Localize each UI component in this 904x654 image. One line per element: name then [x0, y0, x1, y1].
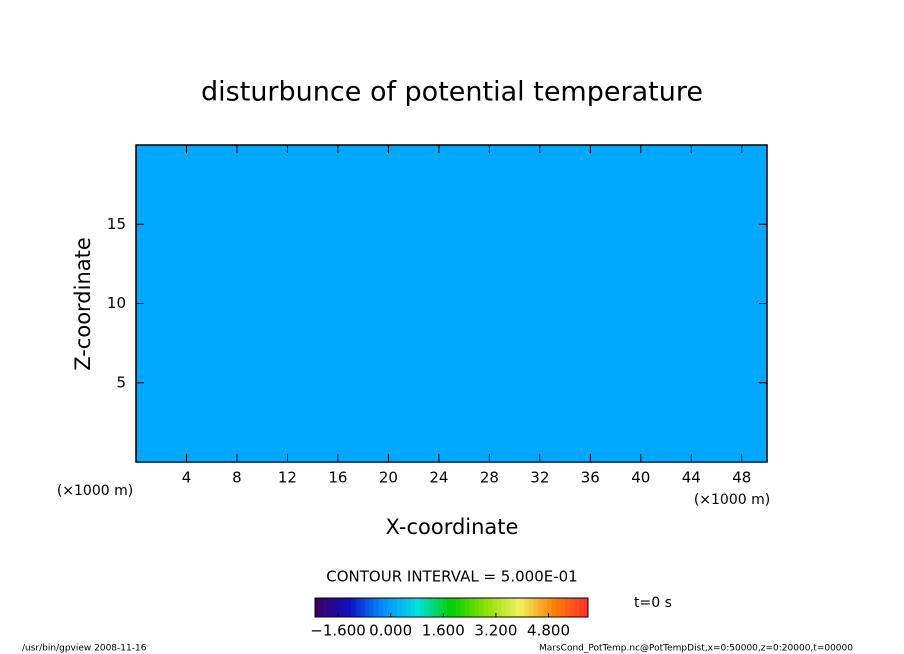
x-tick-label: 32 — [530, 469, 549, 487]
colorbar-cell — [419, 598, 425, 617]
colorbar-cell — [465, 598, 470, 617]
colorbar-cell — [319, 598, 325, 617]
colorbar-tick-label: 4.800 — [527, 622, 570, 640]
colorbar-cell — [428, 598, 434, 617]
colorbar-cell — [387, 598, 393, 617]
colorbar-cell — [433, 598, 439, 617]
colorbar-cell — [528, 598, 534, 617]
footer-left: /usr/bin/gpview 2008-11-16 — [22, 644, 147, 654]
colorbar-frame — [314, 597, 589, 618]
heatmap-cell — [136, 145, 767, 462]
y-unit: (×1000 m) — [57, 483, 133, 499]
colorbar-cell — [551, 598, 557, 617]
colorbar-cell — [374, 598, 379, 617]
colorbar-cell — [565, 598, 571, 617]
colorbar-cell — [533, 598, 539, 617]
y-tick-label: 10 — [107, 294, 126, 312]
colorbar-tick-label: 3.200 — [474, 622, 517, 640]
colorbar-tick-label: 0.000 — [369, 622, 412, 640]
colorbar-cell — [378, 598, 384, 617]
x-tick-label: 16 — [328, 469, 347, 487]
y-axis-label: Z-coordinate — [71, 237, 95, 371]
y-tick-label: 15 — [107, 215, 126, 233]
colorbar-cell — [328, 598, 334, 617]
colorbar-cell — [365, 598, 370, 617]
colorbar-tick-label: 1.600 — [422, 622, 465, 640]
colorbar-cell — [442, 598, 448, 617]
x-axis-label: X-coordinate — [386, 515, 519, 539]
colorbar-cell — [451, 598, 457, 617]
x-tick-label: 20 — [379, 469, 398, 487]
colorbar-cell — [342, 598, 348, 617]
x-tick-label: 36 — [581, 469, 600, 487]
colorbar-cell — [424, 598, 430, 617]
colorbar-cell — [560, 598, 566, 617]
colorbar-cell — [406, 598, 411, 617]
x-tick-label: 4 — [182, 469, 192, 487]
x-tick-label: 48 — [732, 469, 751, 487]
x-tick-label: 40 — [631, 469, 650, 487]
colorbar-cell — [510, 598, 516, 617]
colorbar-cell — [383, 598, 389, 617]
colorbar-cell — [410, 598, 416, 617]
colorbar-cell — [519, 598, 525, 617]
colorbar-cell — [401, 598, 407, 617]
colorbar-cell — [415, 598, 420, 617]
x-unit: (×1000 m) — [694, 492, 770, 508]
colorbar-cell — [360, 598, 366, 617]
y-tick-label: 5 — [116, 373, 126, 391]
colorbar-cell — [315, 598, 320, 617]
colorbar-cell — [324, 598, 329, 617]
colorbar-cell — [583, 598, 589, 617]
colorbar-cell — [369, 598, 375, 617]
colorbar-cell — [333, 598, 339, 617]
colorbar-cell — [487, 598, 493, 617]
x-tick-label: 28 — [480, 469, 499, 487]
time-label: t=0 s — [634, 595, 672, 611]
colorbar-cell — [469, 598, 475, 617]
colorbar-cell — [578, 598, 584, 617]
colorbar-cell — [478, 598, 484, 617]
colorbar-cell — [460, 598, 466, 617]
colorbar-cell — [501, 598, 507, 617]
colorbar-cell — [483, 598, 489, 617]
colorbar-cell — [506, 598, 511, 617]
colorbar-cell — [569, 598, 575, 617]
colorbar-cell — [437, 598, 443, 617]
x-tick-label: 44 — [682, 469, 701, 487]
x-tick-label: 8 — [232, 469, 242, 487]
colorbar-cell — [396, 598, 402, 617]
colorbar-cell — [392, 598, 398, 617]
colorbar-cell — [492, 598, 498, 617]
colorbar-cell — [456, 598, 461, 617]
colorbar-cell — [547, 598, 552, 617]
colorbar-cell — [542, 598, 548, 617]
colorbar-cell — [497, 598, 502, 617]
colorbar-cell — [515, 598, 521, 617]
colorbar-cell — [537, 598, 543, 617]
footer-right: MarsCond_PotTemp.nc@PotTempDist,x=0:5000… — [539, 644, 853, 654]
colorbar-cell — [355, 598, 361, 617]
colorbar-tick-label: −1.600 — [310, 622, 366, 640]
colorbar-cell — [337, 598, 343, 617]
colorbar-cell — [524, 598, 530, 617]
x-tick-label: 12 — [278, 469, 297, 487]
contour-note: CONTOUR INTERVAL = 5.000E-01 — [326, 568, 577, 586]
colorbar-cell — [351, 598, 357, 617]
colorbar-cell — [346, 598, 352, 617]
chart-title: disturbunce of potential temperature — [201, 77, 703, 108]
x-tick-label: 24 — [429, 469, 448, 487]
colorbar-cell — [574, 598, 580, 617]
colorbar-cell — [474, 598, 480, 617]
colorbar-cell — [556, 598, 561, 617]
colorbar-cell — [446, 598, 452, 617]
